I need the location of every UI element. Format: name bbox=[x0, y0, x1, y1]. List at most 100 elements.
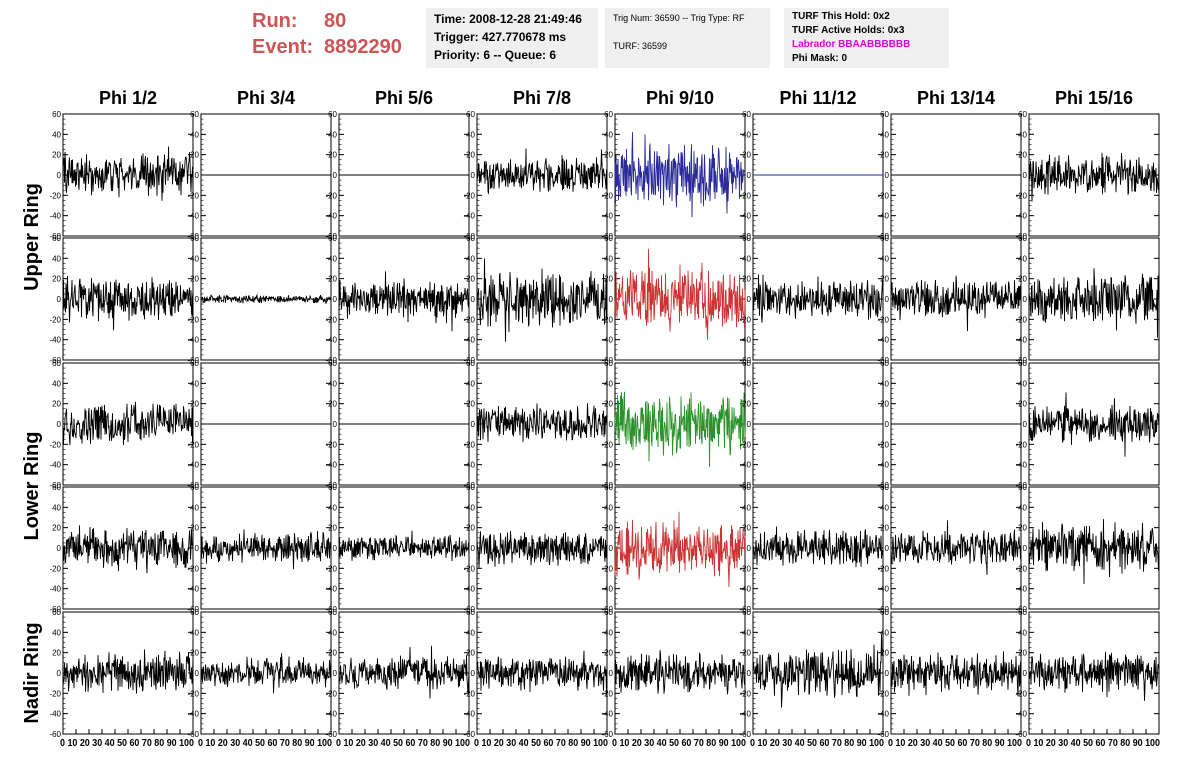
y-tick-label: -20 bbox=[325, 564, 337, 573]
y-tick-label: 40 bbox=[1018, 628, 1027, 637]
waveform-panel: 60 40 20 0 -20 -40 -60 bbox=[601, 483, 746, 614]
y-tick-label: -20 bbox=[49, 689, 61, 698]
waveform-trace bbox=[62, 649, 194, 694]
y-tick-label: 20 bbox=[880, 275, 889, 284]
event-label: Event: bbox=[252, 36, 314, 58]
y-tick-label: -40 bbox=[325, 461, 337, 470]
y-tick-label: 0 bbox=[747, 544, 752, 553]
x-tick-label: 0 10 20 30 40 50 60 70 80 90 100 bbox=[198, 737, 332, 749]
y-tick-label: 40 bbox=[604, 503, 613, 512]
y-tick-label: 20 bbox=[466, 649, 475, 658]
y-tick-label: 20 bbox=[52, 275, 61, 284]
phi-mask-text: Phi Mask: 0 bbox=[792, 53, 848, 64]
y-tick-label: -20 bbox=[1015, 191, 1027, 200]
y-tick-label: -60 bbox=[1015, 481, 1027, 490]
y-tick-label: -60 bbox=[601, 730, 613, 739]
y-tick-label: 20 bbox=[1018, 275, 1027, 284]
y-tick-label: 40 bbox=[328, 130, 337, 139]
y-tick-label: 40 bbox=[604, 628, 613, 637]
turf-text: TURF: 36599 bbox=[613, 41, 668, 51]
y-tick-label: 40 bbox=[1018, 379, 1027, 388]
y-tick-label: -40 bbox=[739, 461, 751, 470]
time-text: Time: 2008-12-28 21:49:46 bbox=[434, 12, 582, 26]
y-tick-label: -60 bbox=[601, 356, 613, 365]
y-tick-label: -20 bbox=[49, 440, 61, 449]
y-tick-label: 0 bbox=[1023, 171, 1028, 180]
y-tick-label: -20 bbox=[187, 689, 199, 698]
y-tick-label: -40 bbox=[325, 585, 337, 594]
y-tick-label: -20 bbox=[1015, 315, 1027, 324]
y-tick-label: -60 bbox=[325, 356, 337, 365]
y-tick-label: 60 bbox=[742, 483, 751, 492]
y-tick-label: -60 bbox=[601, 481, 613, 490]
y-tick-label: 20 bbox=[190, 400, 199, 409]
y-tick-label: -60 bbox=[49, 481, 61, 490]
waveform-panel: 60 40 20 0 -20 -40 -60 bbox=[187, 483, 332, 614]
y-tick-label: 40 bbox=[742, 628, 751, 637]
y-tick-label: -60 bbox=[325, 232, 337, 241]
waveform-panel: 60 40 20 0 -20 -40 -60 bbox=[601, 359, 746, 490]
waveform-trace bbox=[890, 275, 1022, 332]
y-tick-label: 40 bbox=[190, 254, 199, 263]
y-tick-label: 60 bbox=[52, 608, 61, 617]
waveform-trace bbox=[200, 293, 332, 304]
x-tick-label: 0 10 20 30 40 50 60 70 80 90 100 bbox=[888, 737, 1022, 749]
y-tick-label: 0 bbox=[195, 171, 200, 180]
y-tick-label: -60 bbox=[739, 730, 751, 739]
y-tick-label: 60 bbox=[466, 234, 475, 243]
y-tick-label: -60 bbox=[877, 356, 889, 365]
waveform-trace bbox=[476, 650, 608, 696]
run-line: Run: 80 bbox=[252, 8, 422, 34]
column-header: Phi 7/8 bbox=[513, 88, 571, 108]
y-tick-label: -20 bbox=[1015, 564, 1027, 573]
y-tick-label: 0 bbox=[333, 295, 338, 304]
y-tick-label: 60 bbox=[52, 359, 61, 368]
y-tick-label: 60 bbox=[52, 234, 61, 243]
y-tick-label: -40 bbox=[463, 336, 475, 345]
y-tick-label: 0 bbox=[57, 171, 62, 180]
y-tick-label: 40 bbox=[328, 379, 337, 388]
y-tick-label: 40 bbox=[190, 130, 199, 139]
y-tick-label: -60 bbox=[1015, 356, 1027, 365]
y-tick-label: -40 bbox=[187, 212, 199, 221]
y-tick-label: -40 bbox=[49, 336, 61, 345]
waveform-trace bbox=[62, 401, 194, 446]
y-tick-label: 0 bbox=[609, 295, 614, 304]
y-tick-label: -20 bbox=[601, 191, 613, 200]
y-tick-label: -60 bbox=[49, 730, 61, 739]
y-tick-label: 40 bbox=[190, 379, 199, 388]
y-tick-label: -40 bbox=[877, 212, 889, 221]
waveform-trace bbox=[1028, 152, 1160, 202]
y-tick-label: -60 bbox=[325, 605, 337, 614]
waveform-panel: 60 40 20 0 -20 -40 -60 bbox=[187, 359, 332, 490]
column-header: Phi 5/6 bbox=[375, 88, 433, 108]
run-event-block: Run: 80 Event: 8892290 bbox=[252, 8, 422, 60]
y-tick-label: -60 bbox=[877, 605, 889, 614]
y-tick-label: 20 bbox=[52, 524, 61, 533]
y-tick-label: -40 bbox=[601, 212, 613, 221]
y-tick-label: -60 bbox=[463, 730, 475, 739]
y-tick-label: 40 bbox=[466, 628, 475, 637]
y-tick-label: 40 bbox=[466, 254, 475, 263]
y-tick-label: 0 bbox=[57, 669, 62, 678]
y-tick-label: -20 bbox=[601, 689, 613, 698]
y-tick-label: -20 bbox=[325, 440, 337, 449]
waveform-trace bbox=[338, 645, 470, 699]
y-tick-label: -60 bbox=[187, 605, 199, 614]
waveform-panel: 60 40 20 0 -20 -40 -60 bbox=[1015, 359, 1160, 490]
waveform-panel: 60 40 20 0 -20 -40 -60 bbox=[1015, 234, 1160, 365]
waveform-panel: 60 40 20 0 -20 -40 -60 bbox=[187, 234, 332, 365]
y-tick-label: 40 bbox=[466, 379, 475, 388]
y-tick-label: -60 bbox=[877, 232, 889, 241]
run-label: Run: bbox=[252, 10, 298, 32]
y-tick-label: 60 bbox=[328, 110, 337, 119]
ring-label: Nadir Ring bbox=[21, 622, 43, 723]
y-tick-label: 40 bbox=[52, 628, 61, 637]
waveform-panel: 60 40 20 0 -20 -40 -60 bbox=[601, 110, 746, 241]
y-tick-label: 40 bbox=[880, 628, 889, 637]
waveform-panel: 60 40 20 0 -20 -40 -60 bbox=[463, 608, 608, 739]
y-tick-label: 40 bbox=[880, 254, 889, 263]
y-tick-label: -40 bbox=[463, 585, 475, 594]
y-tick-label: -20 bbox=[463, 689, 475, 698]
y-tick-label: 20 bbox=[604, 649, 613, 658]
